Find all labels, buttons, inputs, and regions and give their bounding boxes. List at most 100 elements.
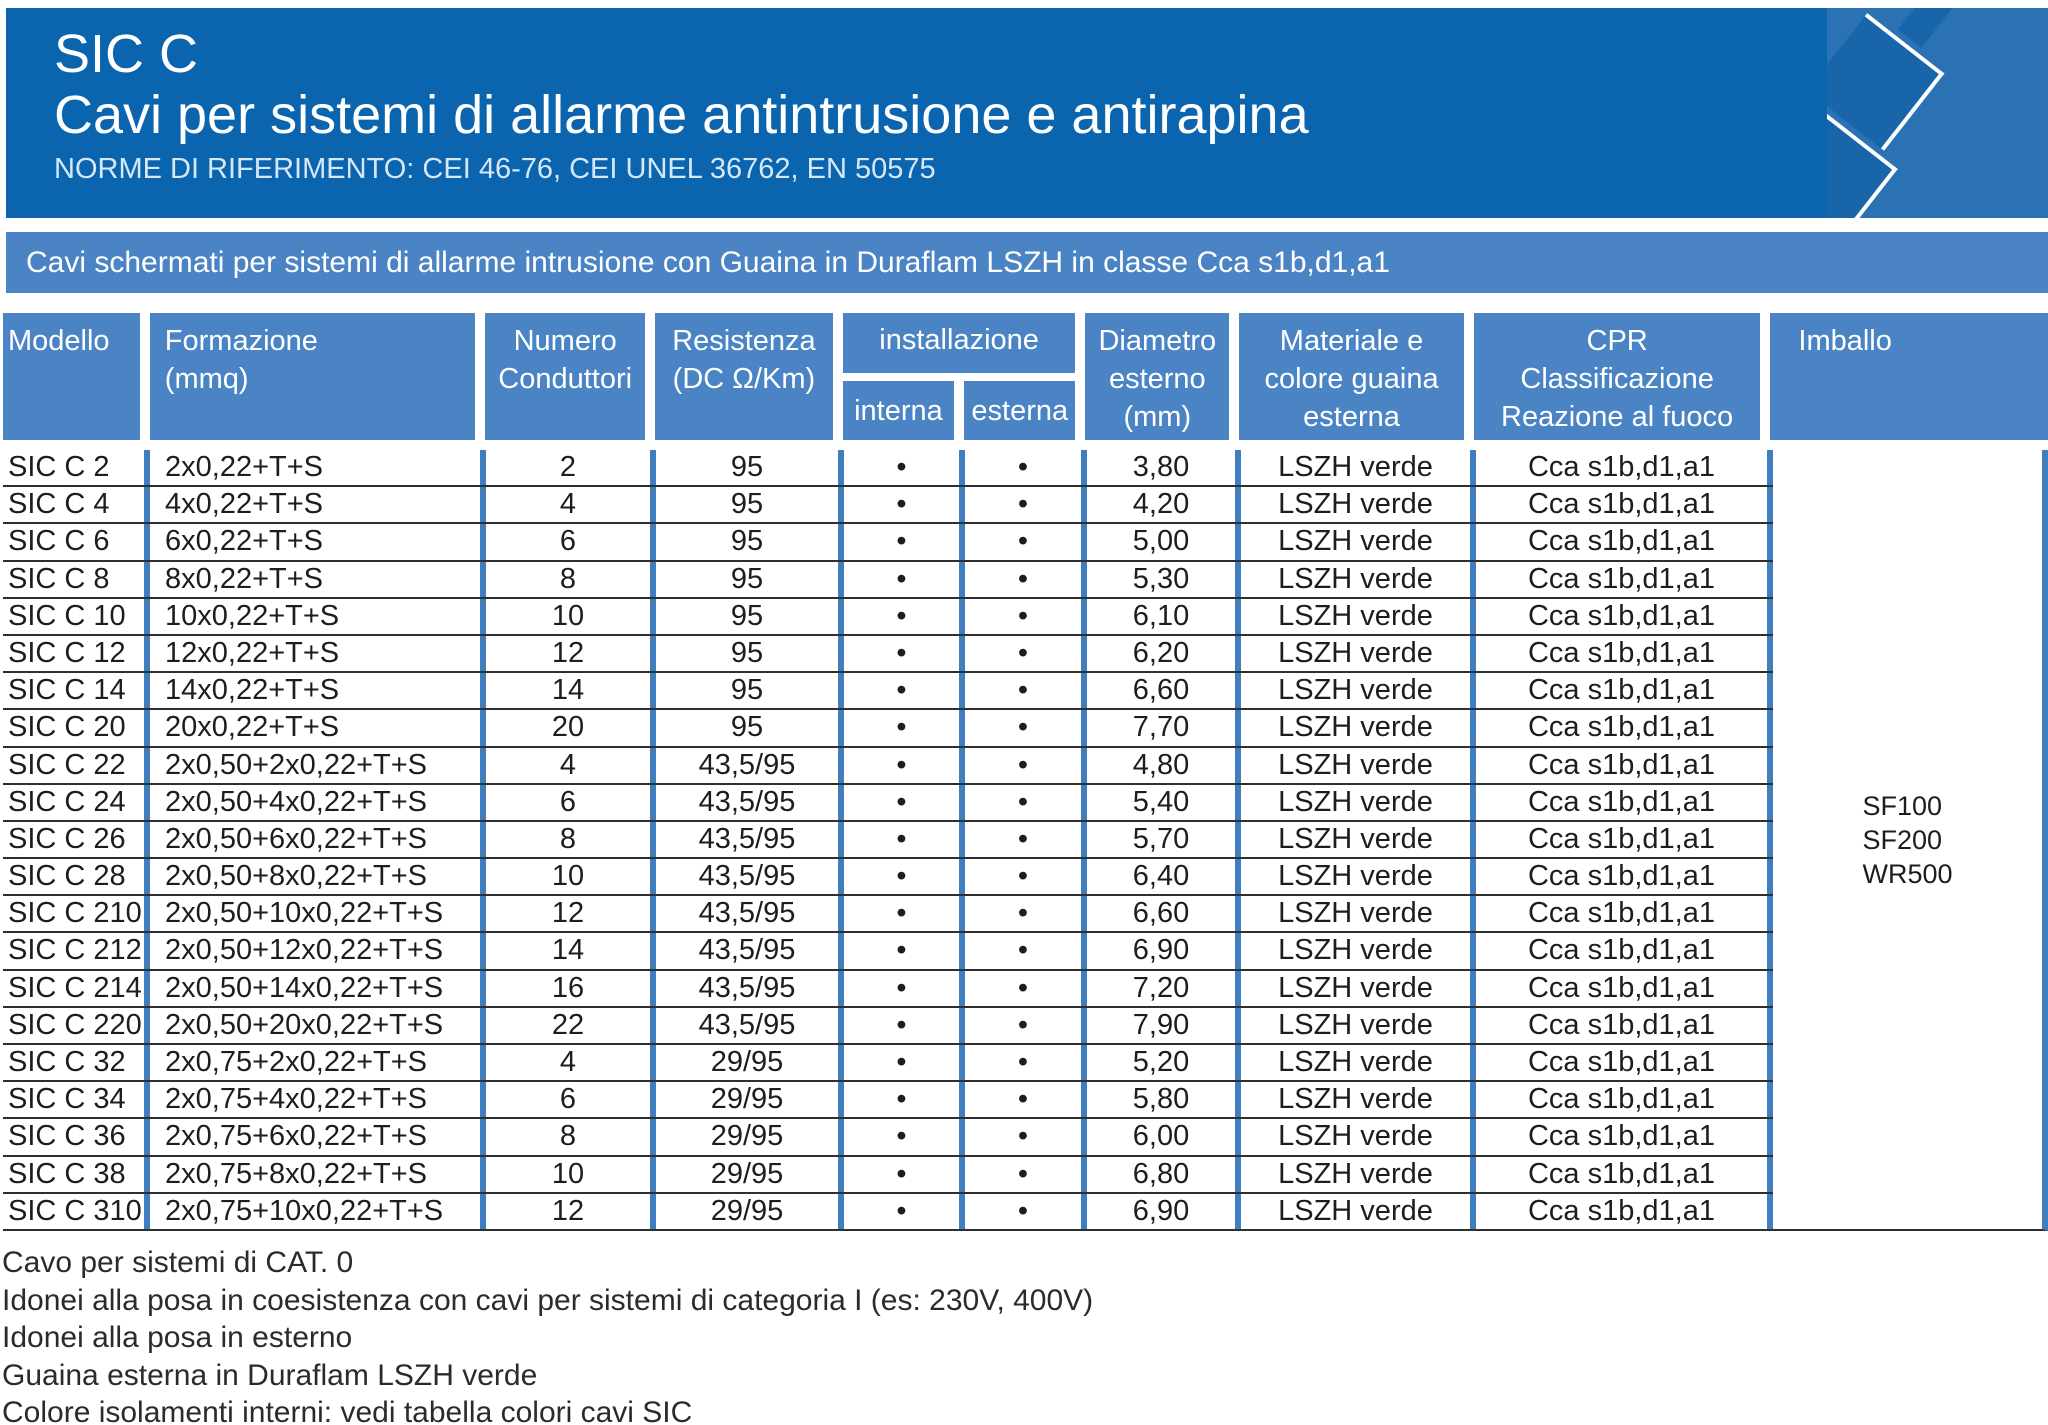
norms-line: NORME DI RIFERIMENTO: CEI 46-76, CEI UNE… <box>54 153 936 185</box>
conduttori-cell: 10 <box>486 1156 656 1192</box>
esterna-dot-cell: • <box>965 1082 1087 1118</box>
esterna-dot-cell: • <box>965 1119 1087 1155</box>
conduttori-cell: 22 <box>486 1007 656 1043</box>
diametro-cell: 6,10 <box>1087 598 1241 634</box>
cpr-cell: Cca s1b,d1,a1 <box>1476 970 1773 1006</box>
formazione-cell: 2x0,22+T+S <box>150 450 486 486</box>
esterna-dot-cell: • <box>965 635 1087 672</box>
interna-dot-cell: • <box>844 896 965 932</box>
cable-stem <box>1897 8 1972 48</box>
interna-dot-cell: • <box>844 1156 965 1192</box>
table-header-row: Modello Formazione (mmq) Numero Condutto… <box>3 313 2048 440</box>
esterna-dot-cell: • <box>965 747 1087 783</box>
esterna-dot-cell: • <box>965 561 1087 597</box>
note-line: Guaina esterna in Duraflam LSZH verde <box>2 1358 538 1392</box>
guaina-cell: LSZH verde <box>1241 1007 1476 1043</box>
resistenza-cell: 29/95 <box>656 1045 844 1081</box>
diametro-cell: 5,80 <box>1087 1082 1241 1118</box>
col-header-formazione: Formazione (mmq) <box>149 313 486 440</box>
table-row: SIC C 220 2x0,50+20x0,22+T+S 22 43,5/95 • • 7,… <box>3 1007 1773 1045</box>
guaina-cell: LSZH verde <box>1241 561 1476 597</box>
guaina-cell: LSZH verde <box>1241 1119 1476 1155</box>
page-title: Cavi per sistemi di allarme antintrusion… <box>54 85 1309 145</box>
cpr-cell: Cca s1b,d1,a1 <box>1476 1007 1773 1043</box>
guaina-cell: LSZH verde <box>1241 635 1476 672</box>
modello-cell: SIC C 212 <box>3 933 150 969</box>
table-row: SIC C 6 6x0,22+T+S 6 95 • • 5,00 LSZH verde Cca … <box>3 524 1773 562</box>
resistenza-cell: 29/95 <box>656 1156 844 1192</box>
col-header-cpr: CPR Classificazione Reazione al fuoco <box>1473 313 1771 440</box>
interna-dot-cell: • <box>844 710 965 746</box>
product-table: Modello Formazione (mmq) Numero Condutto… <box>3 313 2048 1231</box>
resistenza-cell: 43,5/95 <box>656 821 844 858</box>
interna-dot-cell: • <box>844 821 965 858</box>
resistenza-cell: 95 <box>656 524 844 560</box>
guaina-cell: LSZH verde <box>1241 524 1476 560</box>
diametro-cell: 5,20 <box>1087 1045 1241 1081</box>
cpr-cell: Cca s1b,d1,a1 <box>1476 821 1773 858</box>
col-header-diametro: Diametro esterno (mm) <box>1085 313 1240 440</box>
cpr-cell: Cca s1b,d1,a1 <box>1476 1082 1773 1118</box>
note-line: Colore isolamenti interni: vedi tabella … <box>2 1396 693 1425</box>
diametro-cell: 6,80 <box>1087 1156 1241 1192</box>
cpr-cell: Cca s1b,d1,a1 <box>1476 524 1773 560</box>
note-line: Idonei alla posa in coesistenza con cavi… <box>2 1283 1094 1317</box>
table-row: SIC C 36 2x0,75+6x0,22+T+S 8 29/95 • • 6,00 LSZ… <box>3 1119 1773 1157</box>
table-row: SIC C 12 12x0,22+T+S 12 95 • • 6,20 LSZH verde C… <box>3 635 1773 674</box>
conduttori-cell: 10 <box>486 859 656 895</box>
guaina-cell: LSZH verde <box>1241 784 1476 820</box>
resistenza-cell: 43,5/95 <box>656 970 844 1006</box>
formazione-cell: 8x0,22+T+S <box>150 561 486 597</box>
table-body: SIC C 2 2x0,22+T+S 2 95 • • 3,80 LSZH verde Cca … <box>3 450 2048 1231</box>
esterna-dot-cell: • <box>965 598 1087 634</box>
interna-dot-cell: • <box>844 635 965 672</box>
modello-cell: SIC C 12 <box>3 635 150 672</box>
conduttori-cell: 8 <box>486 561 656 597</box>
esterna-dot-cell: • <box>965 1156 1087 1192</box>
table-row: SIC C 14 14x0,22+T+S 14 95 • • 6,60 LSZH verde C… <box>3 673 1773 711</box>
formazione-cell: 6x0,22+T+S <box>150 524 486 560</box>
interna-dot-cell: • <box>844 1045 965 1081</box>
interna-dot-cell: • <box>844 487 965 523</box>
diametro-cell: 6,90 <box>1087 933 1241 969</box>
formazione-cell: 2x0,50+6x0,22+T+S <box>150 821 486 858</box>
diametro-cell: 7,90 <box>1087 1007 1241 1043</box>
table-row: SIC C 210 2x0,50+10x0,22+T+S 12 43,5/95 • • 6,… <box>3 896 1773 934</box>
modello-cell: SIC C 36 <box>3 1119 150 1155</box>
conduttori-cell: 14 <box>486 673 656 709</box>
subtitle-band: Cavi schermati per sistemi di allarme in… <box>6 232 2048 293</box>
modello-cell: SIC C 220 <box>3 1007 150 1043</box>
modello-cell: SIC C 4 <box>3 487 150 523</box>
guaina-cell: LSZH verde <box>1241 598 1476 634</box>
modello-cell: SIC C 2 <box>3 450 150 486</box>
diametro-cell: 7,20 <box>1087 970 1241 1006</box>
cpr-cell: Cca s1b,d1,a1 <box>1476 1156 1773 1192</box>
resistenza-cell: 95 <box>656 673 844 709</box>
conduttori-cell: 16 <box>486 970 656 1006</box>
table-row: SIC C 10 10x0,22+T+S 10 95 • • 6,10 LSZH verde C… <box>3 598 1773 636</box>
guaina-cell: LSZH verde <box>1241 673 1476 709</box>
modello-cell: SIC C 10 <box>3 598 150 634</box>
conduttori-cell: 12 <box>486 896 656 932</box>
guaina-cell: LSZH verde <box>1241 896 1476 932</box>
conduttori-cell: 2 <box>486 450 656 486</box>
interna-dot-cell: • <box>844 784 965 820</box>
cpr-cell: Cca s1b,d1,a1 <box>1476 859 1773 895</box>
installazione-label: installazione <box>879 324 1039 356</box>
col-header-materiale: Materiale e colore guaina esterna <box>1239 313 1474 440</box>
conduttori-cell: 4 <box>486 747 656 783</box>
table-row: SIC C 28 2x0,50+8x0,22+T+S 10 43,5/95 • • 6,40… <box>3 859 1773 897</box>
interna-dot-cell: • <box>844 1007 965 1043</box>
modello-cell: SIC C 20 <box>3 710 150 746</box>
subcol-header-interna: interna <box>842 381 965 440</box>
formazione-cell: 2x0,50+8x0,22+T+S <box>150 859 486 895</box>
esterna-dot-cell: • <box>965 487 1087 523</box>
esterna-dot-cell: • <box>965 821 1087 858</box>
conduttori-cell: 6 <box>486 524 656 560</box>
cpr-cell: Cca s1b,d1,a1 <box>1476 784 1773 820</box>
resistenza-cell: 43,5/95 <box>656 896 844 932</box>
conduttori-cell: 8 <box>486 821 656 858</box>
formazione-cell: 4x0,22+T+S <box>150 487 486 523</box>
resistenza-cell: 43,5/95 <box>656 747 844 783</box>
resistenza-cell: 43,5/95 <box>656 859 844 895</box>
